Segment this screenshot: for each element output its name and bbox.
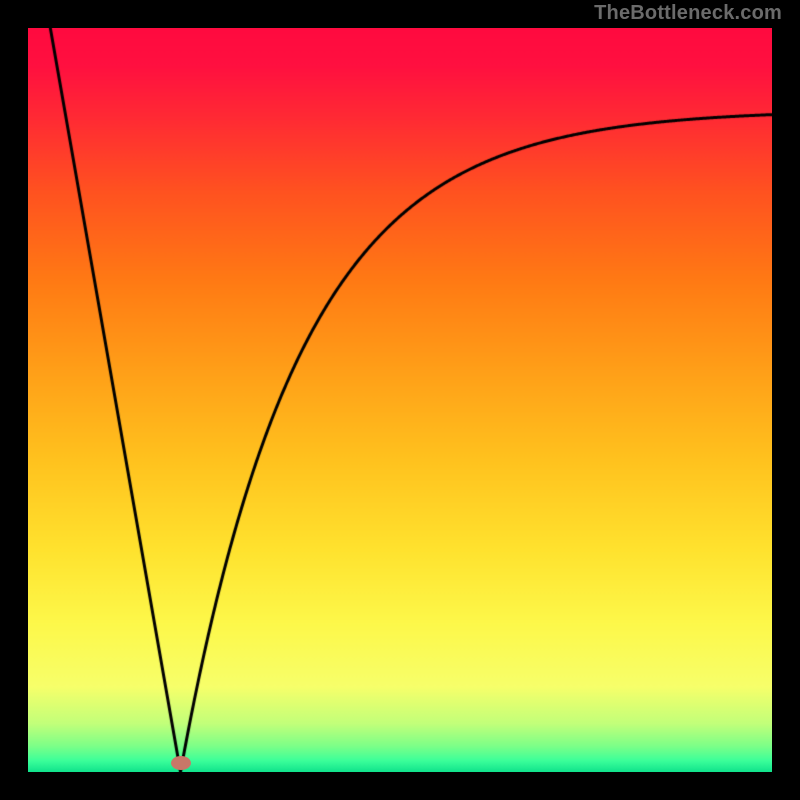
bottleneck-curve xyxy=(28,28,772,772)
plot-area xyxy=(28,28,772,772)
chart-stage: TheBottleneck.com xyxy=(0,0,800,800)
watermark-text: TheBottleneck.com xyxy=(594,2,782,25)
